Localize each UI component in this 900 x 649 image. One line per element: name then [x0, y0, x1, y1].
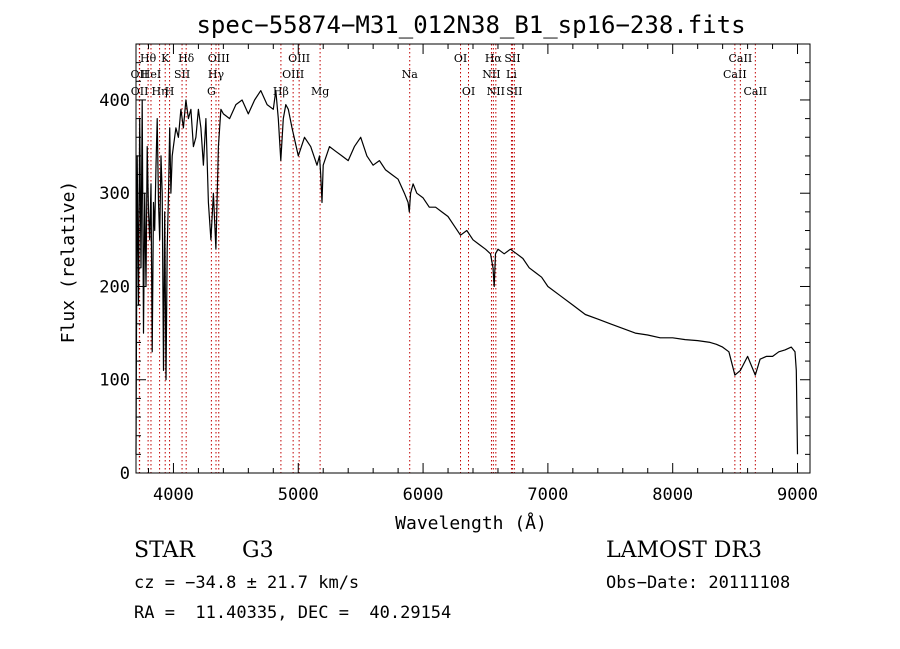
line-label: SII	[504, 52, 520, 65]
redshift-text: cz = −34.8 ± 21.7 km/s	[134, 573, 360, 593]
x-tick-label: 6000	[403, 485, 444, 505]
x-tick-label: 9000	[777, 485, 818, 505]
y-tick-label: 400	[99, 91, 130, 111]
y-tick-label: 0	[120, 464, 130, 484]
line-label: OI	[454, 52, 467, 65]
line-label: CaII	[723, 68, 747, 81]
y-tick-label: 200	[99, 277, 130, 297]
y-axis-label: Flux (relative)	[58, 181, 79, 344]
line-label: H	[165, 85, 175, 98]
coordinates-text: RA = 11.40335, DEC = 40.29154	[134, 603, 452, 623]
line-label: Hβ	[273, 85, 289, 98]
line-label: HeI	[141, 68, 161, 81]
line-label: Hα	[485, 52, 503, 65]
line-label: Li	[506, 68, 517, 81]
line-label: OIII	[282, 68, 304, 81]
line-label: Hδ	[178, 52, 195, 65]
y-tick-label: 300	[99, 184, 130, 204]
chart-title: spec−55874−M31_012N38_B1_sp16−238.fits	[196, 11, 745, 39]
x-tick-label: 4000	[153, 485, 194, 505]
line-label: G	[207, 85, 216, 98]
survey-name: LAMOST DR3	[606, 538, 762, 563]
line-label: Na	[402, 68, 419, 81]
line-label: OI	[462, 85, 475, 98]
line-label: SII	[506, 85, 522, 98]
line-label: OII	[131, 68, 149, 81]
object-class: STAR	[134, 538, 195, 563]
x-tick-label: 8000	[652, 485, 693, 505]
x-tick-label: 5000	[278, 485, 319, 505]
y-tick-label: 100	[99, 371, 130, 391]
line-label: SII	[174, 68, 190, 81]
line-label: NII	[482, 68, 500, 81]
line-label: K	[161, 52, 170, 65]
observation-date: Obs−Date: 20111108	[606, 573, 791, 593]
line-label: NII	[487, 85, 505, 98]
line-label: Hθ	[140, 52, 157, 65]
spectrum-line	[135, 90, 799, 455]
line-label: CaII	[743, 85, 767, 98]
object-subclass: G3	[242, 538, 274, 563]
x-axis-label: Wavelength (Å)	[395, 512, 547, 534]
emission-line-labels: HθOIIOIIHeIHηKHSIIHδGHγOIIIHβOIIIOIIIMgN…	[131, 52, 768, 98]
emission-line-markers	[138, 44, 756, 473]
line-label: OIII	[208, 52, 230, 65]
line-label: Mg	[311, 85, 329, 98]
line-label: Hγ	[208, 68, 225, 81]
plot-frame	[135, 43, 811, 474]
line-label: CaII	[729, 52, 753, 65]
y-axis-ticks: 0 100 200 300 400	[99, 62, 810, 484]
x-tick-label: 7000	[527, 485, 568, 505]
line-label: OII	[131, 85, 149, 98]
line-label: Hη	[151, 85, 167, 98]
line-label: OIII	[288, 52, 310, 65]
x-axis-ticks: 4000 5000 6000 7000 8000 9000	[147, 44, 818, 505]
